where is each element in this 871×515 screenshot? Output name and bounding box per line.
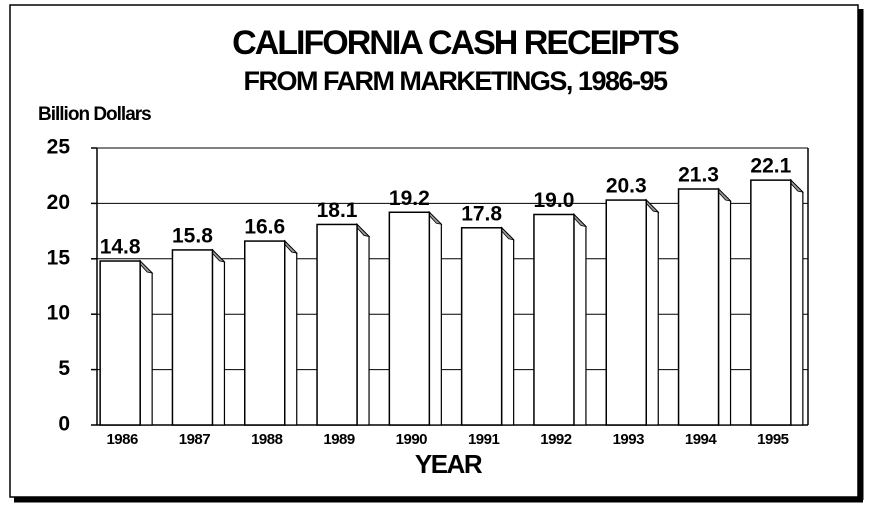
bar-side — [717, 187, 732, 426]
value-label: 22.1 — [750, 155, 791, 178]
bar — [677, 188, 720, 426]
bar-side — [284, 239, 298, 426]
x-tick-label: 1987 — [179, 431, 211, 448]
bar — [750, 179, 792, 426]
bar-side — [501, 226, 515, 426]
bar — [533, 213, 575, 426]
y-tick-label: 5 — [58, 357, 70, 380]
bar-side — [645, 198, 659, 426]
x-tick-label: 1992 — [540, 431, 572, 448]
x-tick-label: 1989 — [323, 431, 355, 448]
bar — [460, 227, 503, 426]
bar-side — [428, 210, 442, 426]
value-label: 14.8 — [100, 236, 141, 259]
x-tick-label: 1990 — [396, 431, 428, 448]
value-label: 17.8 — [461, 202, 502, 225]
x-tick-label: 1991 — [468, 431, 500, 448]
chart-subtitle: FROM FARM MARKETINGS, 1986-95 — [243, 66, 668, 96]
bar-side — [573, 213, 587, 426]
value-label: 19.2 — [389, 187, 430, 210]
value-label: 19.0 — [534, 189, 575, 212]
bar — [388, 211, 431, 426]
x-tick-label: 1993 — [613, 431, 645, 448]
bar-side — [790, 178, 804, 426]
value-label: 15.8 — [172, 224, 213, 247]
value-label: 21.3 — [678, 164, 719, 187]
y-tick-label: 15 — [47, 246, 71, 269]
bar-side — [139, 259, 153, 426]
bar — [99, 260, 141, 426]
y-tick-label: 0 — [58, 413, 70, 436]
y-axis-label: Billion Dollars — [38, 104, 151, 125]
y-tick-label: 10 — [47, 302, 70, 325]
x-tick-label: 1988 — [251, 431, 283, 448]
y-tick-label: 20 — [47, 191, 70, 214]
x-tick-label: 1986 — [106, 431, 138, 448]
bar-side — [356, 223, 370, 426]
bar — [171, 249, 214, 426]
value-label: 20.3 — [606, 175, 647, 198]
bar — [316, 223, 358, 426]
value-label: 18.1 — [317, 199, 358, 222]
y-tick-label: 25 — [47, 136, 71, 159]
x-tick-label: 1995 — [757, 431, 789, 448]
value-label: 16.6 — [244, 216, 285, 239]
bar-side — [211, 248, 226, 426]
bar — [605, 199, 647, 426]
x-axis-label: YEAR — [415, 449, 483, 479]
x-tick-label: 1994 — [685, 431, 718, 448]
bar — [244, 240, 286, 426]
chart-title: CALIFORNIA CASH RECEIPTS — [232, 24, 679, 62]
